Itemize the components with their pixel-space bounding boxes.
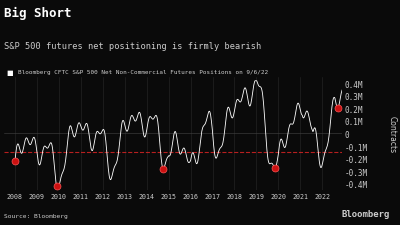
Text: Bloomberg: Bloomberg [342,209,390,218]
Text: ■: ■ [6,70,13,76]
Y-axis label: Contracts: Contracts [387,115,396,152]
Text: Source: Bloomberg: Source: Bloomberg [4,213,68,218]
Text: S&P 500 futures net positioning is firmly bearish: S&P 500 futures net positioning is firml… [4,42,261,51]
Text: Bloomberg CFTC S&P 500 Net Non-Commercial Futures Positions on 9/6/22: Bloomberg CFTC S&P 500 Net Non-Commercia… [18,70,268,75]
Text: Big Short: Big Short [4,7,72,20]
